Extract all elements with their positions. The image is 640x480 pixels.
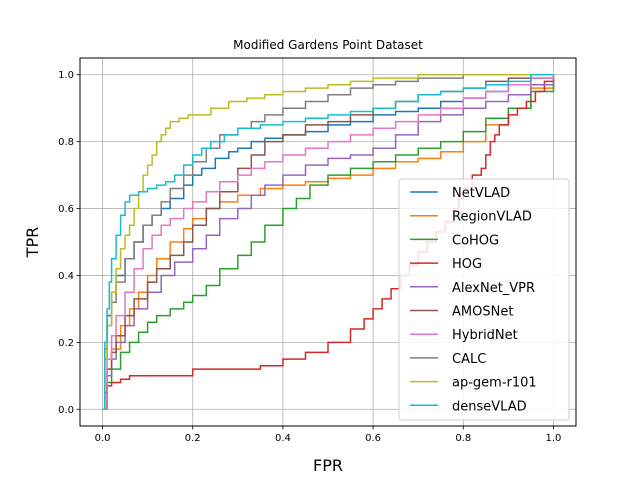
series-line-densevlad [102,73,554,411]
x-axis-ticks: 0.0 0.2 0.4 0.6 0.8 1.0 [95,426,562,444]
y-tick-label: 0.8 [58,137,74,148]
legend-label-densevlad: denseVLAD [452,399,527,414]
series-layer [102,73,555,411]
legend-label-amosnet: AMOSNet [452,305,513,320]
legend-label-hog: HOG [452,257,482,272]
y-tick-label: 0.6 [58,204,74,215]
y-tick-label: 0.0 [58,405,74,416]
legend-label-ap-gem-r101: ap-gem-r101 [452,376,537,391]
x-tick-label: 0.0 [95,433,111,444]
series-line-cohog [102,74,555,411]
x-axis-label: FPR [313,456,343,475]
y-axis-label: TPR [23,227,42,259]
x-tick-label: 0.4 [275,433,291,444]
series-line-ap-gem-r101 [102,73,554,411]
legend-label-alexnet-vpr: AlexNet_VPR [452,281,535,296]
x-tick-label: 0.2 [185,433,201,444]
series-line-hybridnet [102,74,555,411]
legend-label-netvlad: NetVLAD [452,186,510,201]
legend: NetVLAD RegionVLAD CoHOG HOG AlexNet_VPR AMOS… [398,178,570,421]
x-tick-label: 1.0 [546,433,562,444]
legend-label-cohog: CoHOG [452,233,499,248]
legend-label-hybridnet: HybridNet [452,328,518,343]
legend-label-regionvlad: RegionVLAD [452,210,532,225]
series-line-alexnet-vpr [102,74,555,411]
y-tick-label: 1.0 [58,70,74,81]
y-tick-label: 0.4 [58,271,74,282]
legend-label-calc: CALC [452,352,486,367]
x-tick-label: 0.8 [455,433,471,444]
plot-frame [79,57,577,427]
chart-title: Modified Gardens Point Dataset [233,38,423,52]
x-tick-label: 0.6 [365,433,381,444]
y-tick-label: 0.2 [58,338,74,349]
y-axis-ticks: 0.0 0.2 0.4 0.6 0.8 1.0 [58,70,80,416]
legend-box [398,178,570,421]
